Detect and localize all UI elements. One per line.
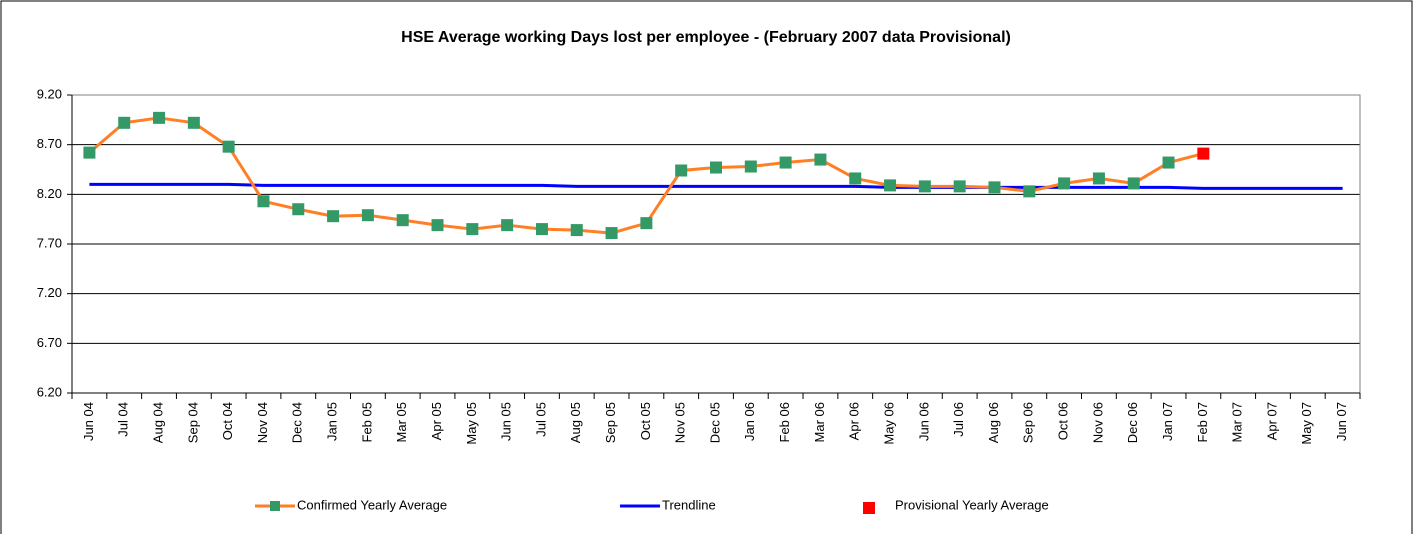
x-tick-label: May 07 (1299, 402, 1314, 445)
x-tick-label: Oct 05 (638, 402, 653, 440)
y-tick-label: 6.20 (37, 384, 62, 399)
marker (1162, 156, 1175, 169)
marker (710, 161, 722, 174)
x-tick-label: Nov 06 (1090, 402, 1105, 443)
y-tick-label: 9.20 (37, 86, 62, 101)
marker (396, 214, 409, 227)
x-tick-label: May 05 (464, 402, 479, 445)
legend-label: Confirmed Yearly Average (297, 497, 447, 512)
y-tick-label: 7.20 (37, 285, 62, 300)
x-tick-label: Mar 07 (1230, 402, 1245, 442)
x-tick-label: Sep 05 (603, 402, 618, 443)
x-tick-label: Apr 06 (847, 402, 862, 440)
marker (327, 210, 340, 223)
marker (1058, 177, 1071, 190)
marker (1023, 185, 1036, 198)
marker (361, 209, 374, 222)
x-tick-label: Jul 06 (951, 402, 966, 437)
marker (1092, 172, 1105, 185)
marker (570, 224, 583, 237)
x-tick-label: Oct 06 (1056, 402, 1071, 440)
marker (884, 179, 897, 192)
marker (988, 181, 1001, 194)
x-tick-label: Sep 06 (1021, 402, 1036, 443)
x-tick-label: Jun 05 (499, 402, 514, 441)
x-tick-label: Jan 07 (1160, 402, 1175, 441)
x-tick-label: Jul 05 (533, 402, 548, 437)
legend-marker (863, 502, 875, 514)
x-tick-label: Oct 04 (220, 402, 235, 440)
marker (257, 195, 270, 208)
marker (675, 164, 688, 177)
legend-marker (270, 501, 280, 511)
marker (744, 160, 757, 173)
marker (222, 140, 235, 153)
x-tick-label: Aug 05 (568, 402, 583, 443)
x-tick-label: Feb 06 (777, 402, 792, 442)
legend-label: Provisional Yearly Average (895, 497, 1049, 512)
x-tick-label: Aug 04 (150, 402, 165, 443)
marker (1127, 177, 1140, 190)
x-tick-label: Jun 04 (81, 402, 96, 441)
marker (153, 111, 166, 124)
marker (605, 227, 618, 240)
marker (849, 172, 862, 185)
marker (814, 153, 827, 166)
marker (187, 116, 200, 129)
marker (501, 219, 514, 232)
x-tick-label: Dec 05 (707, 402, 722, 443)
x-tick-label: Dec 04 (290, 402, 305, 443)
x-tick-label: Feb 05 (359, 402, 374, 442)
x-tick-label: Apr 05 (429, 402, 444, 440)
y-tick-label: 8.20 (37, 186, 62, 201)
marker (431, 219, 444, 232)
x-tick-label: Jan 05 (325, 402, 340, 441)
marker (83, 146, 96, 159)
marker (466, 223, 479, 236)
x-tick-label: Apr 07 (1264, 402, 1279, 440)
provisional-marker (1197, 147, 1210, 160)
marker (535, 223, 548, 236)
x-tick-label: Mar 05 (394, 402, 409, 442)
x-tick-label: Dec 06 (1125, 402, 1140, 443)
x-tick-label: Jan 06 (742, 402, 757, 441)
marker (640, 217, 653, 230)
marker (779, 156, 792, 169)
x-tick-label: Sep 04 (185, 402, 200, 443)
chart-title: HSE Average working Days lost per employ… (401, 29, 1011, 46)
y-tick-label: 8.70 (37, 136, 62, 151)
marker (918, 180, 931, 193)
marker (953, 180, 966, 193)
x-tick-label: Nov 04 (255, 402, 270, 443)
x-tick-label: Mar 06 (812, 402, 827, 442)
x-tick-label: Aug 06 (986, 402, 1001, 443)
x-tick-label: May 06 (881, 402, 896, 445)
x-tick-label: Jul 04 (116, 402, 131, 437)
y-tick-label: 6.70 (37, 335, 62, 350)
marker (118, 116, 131, 129)
y-tick-label: 7.70 (37, 235, 62, 250)
x-tick-label: Feb 07 (1195, 402, 1210, 442)
x-tick-label: Jun 06 (916, 402, 931, 441)
x-tick-label: Jun 07 (1334, 402, 1349, 441)
marker (292, 203, 305, 216)
legend-label: Trendline (662, 497, 716, 512)
x-tick-label: Nov 05 (673, 402, 688, 443)
